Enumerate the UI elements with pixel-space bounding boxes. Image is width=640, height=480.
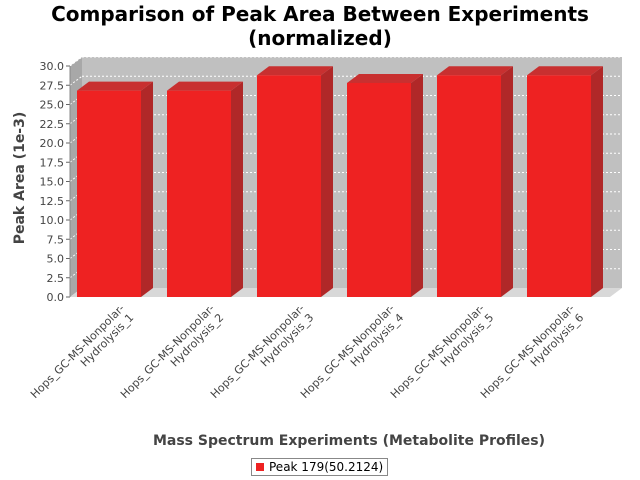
grid-line-side (69, 56, 83, 67)
y-tick-label: 7.5 (47, 233, 65, 246)
bar (77, 90, 141, 297)
bar-top (437, 66, 513, 76)
y-axis-label: Peak Area (1e-3) (12, 112, 28, 245)
y-tick-label: 30.0 (40, 60, 65, 73)
y-tick-label: 17.5 (40, 156, 65, 169)
y-tick-label: 10.0 (40, 214, 65, 227)
bar (257, 75, 321, 298)
y-tick-label: 5.0 (47, 253, 65, 266)
y-tick-label: 27.5 (40, 79, 65, 92)
bar (527, 75, 591, 298)
bar-top (167, 81, 243, 91)
bar (347, 82, 411, 297)
chart-subtitle: (normalized) (248, 26, 392, 50)
bar-side (591, 66, 603, 298)
legend: Peak 179(50.2124) (251, 458, 389, 476)
grid-line-side (69, 75, 83, 86)
x-tick-label: Hops_GC-MS-Nonpolar-Hydrolysis_6 (478, 302, 586, 410)
bar-side (141, 81, 153, 297)
bar (167, 90, 231, 297)
bar-top (77, 81, 153, 91)
y-tick-label: 22.5 (40, 118, 65, 131)
chart-title: Comparison of Peak Area Between Experime… (0, 2, 640, 50)
bar-side (321, 66, 333, 298)
legend-label: Peak 179(50.2124) (269, 460, 384, 474)
x-axis-label: Mass Spectrum Experiments (Metabolite Pr… (153, 433, 545, 449)
bar-side (411, 73, 423, 297)
bar (437, 75, 501, 298)
bar-top (257, 66, 333, 76)
bar-side (231, 81, 243, 297)
y-tick-label: 25.0 (40, 99, 65, 112)
bar-side (501, 66, 513, 298)
bar-top (347, 73, 423, 83)
y-tick-label: 15.0 (40, 176, 65, 189)
bar-top (527, 66, 603, 76)
y-tick-label: 0.0 (47, 291, 65, 304)
chart-title-main: Comparison of Peak Area Between Experime… (51, 2, 589, 26)
legend-swatch (256, 463, 264, 471)
y-tick-label: 2.5 (47, 272, 65, 285)
y-tick-label: 20.0 (40, 137, 65, 150)
y-tick-label: 12.5 (40, 195, 65, 208)
